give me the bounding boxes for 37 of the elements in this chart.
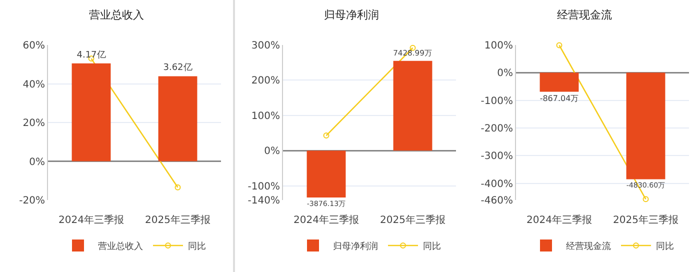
data-label: 4.17亿 [76,49,106,60]
y-tick-label: -100% [248,181,280,192]
y-tick-label: 300% [251,40,280,52]
y-tick-label: 100% [484,40,513,52]
y-tick-label: 200% [251,76,280,87]
legend-label: 同比 [656,241,674,252]
data-label: 3.62亿 [163,62,192,74]
y-tick-label: 0% [29,156,45,168]
chart-title: 营业总收入 [89,8,144,22]
legend-label: 同比 [188,241,206,252]
y-tick-label: 0% [264,146,280,158]
legend-label: 经营现金流 [566,241,611,252]
data-label: -867.04万 [540,94,579,104]
y-tick-label: 0% [497,68,513,80]
data-label: -3876.13万 [306,199,346,208]
y-tick-label: -300% [480,151,513,162]
y-tick-label: 20% [22,118,45,129]
x-tick-label: 2024年三季报 [294,214,359,226]
y-tick-label: -460% [480,196,513,206]
x-tick-label: 2025年三季报 [145,214,210,226]
x-tick-label: 2025年三季报 [613,214,678,226]
y-tick-label: -140% [248,196,280,206]
y-tick-label: -100% [480,96,513,107]
chart-title: 归母净利润 [324,8,379,22]
legend-label: 营业总收入 [98,241,143,252]
legend-label: 同比 [423,241,441,252]
y-tick-label: 40% [22,79,45,90]
legend-label: 归母净利润 [333,241,378,252]
y-tick-label: -20% [19,196,45,206]
chart-title: 经营现金流 [557,8,612,22]
y-tick-label: 60% [22,40,45,52]
y-tick-label: 100% [251,110,280,122]
y-tick-label: -400% [480,178,513,190]
x-tick-label: 2024年三季报 [526,214,592,226]
x-tick-label: 2024年三季报 [58,214,124,226]
y-tick-label: -200% [480,124,513,135]
x-tick-label: 2025年三季报 [380,214,446,226]
